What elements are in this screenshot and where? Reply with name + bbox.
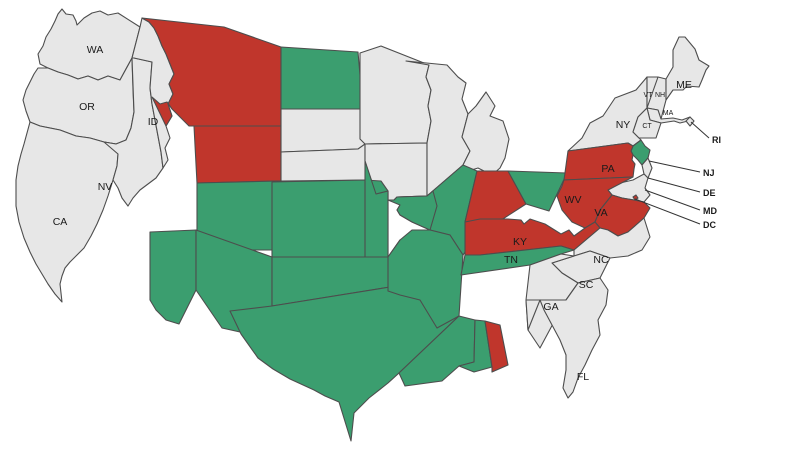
- svg-text:NY: NY: [616, 119, 631, 131]
- svg-text:OR: OR: [79, 101, 95, 113]
- svg-text:SC: SC: [579, 279, 594, 291]
- svg-text:NH: NH: [655, 92, 665, 99]
- svg-text:NC: NC: [593, 254, 609, 266]
- svg-text:KY: KY: [513, 236, 527, 248]
- svg-text:VT: VT: [644, 92, 654, 99]
- svg-text:MD: MD: [703, 206, 717, 216]
- svg-text:NV: NV: [98, 181, 113, 193]
- svg-text:PA: PA: [601, 163, 614, 175]
- svg-text:DC: DC: [703, 220, 716, 230]
- svg-text:ME: ME: [676, 79, 692, 91]
- svg-text:MA: MA: [663, 110, 674, 117]
- svg-text:RI: RI: [712, 135, 721, 145]
- svg-text:DE: DE: [703, 188, 716, 198]
- svg-text:WA: WA: [87, 44, 104, 56]
- svg-text:ID: ID: [148, 116, 159, 128]
- svg-text:NJ: NJ: [703, 168, 715, 178]
- svg-text:GA: GA: [543, 301, 558, 313]
- svg-text:WV: WV: [565, 194, 582, 206]
- svg-text:CT: CT: [642, 123, 652, 130]
- svg-text:CA: CA: [53, 216, 68, 228]
- svg-text:FL: FL: [577, 371, 589, 383]
- svg-text:VA: VA: [594, 207, 607, 219]
- svg-text:TN: TN: [504, 254, 518, 266]
